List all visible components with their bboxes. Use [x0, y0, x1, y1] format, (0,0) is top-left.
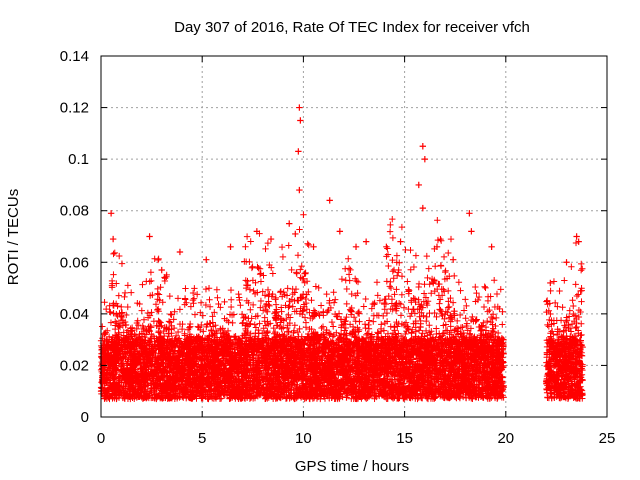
x-tick-label: 10	[295, 430, 312, 447]
y-tick-label: 0.08	[60, 203, 89, 220]
chart-title: Day 307 of 2016, Rate Of TEC Index for r…	[174, 19, 530, 36]
x-axis-label: GPS time / hours	[295, 458, 409, 475]
y-tick-label: 0.12	[60, 100, 89, 117]
data-point	[227, 243, 234, 251]
data-point	[292, 230, 299, 238]
axis-ticks	[100, 55, 608, 418]
data-point	[109, 235, 117, 243]
data-point	[352, 243, 360, 251]
y-tick-label: 0.06	[60, 254, 89, 271]
data-point	[203, 256, 210, 263]
y-tick-label: 0.04	[60, 306, 89, 323]
data-point	[286, 220, 293, 227]
data-point	[146, 233, 153, 240]
data-point	[488, 243, 495, 251]
data-point	[397, 238, 404, 245]
data-point	[466, 210, 473, 217]
data-point	[310, 243, 317, 251]
y-tick-label: 0.1	[68, 151, 89, 168]
data-point	[449, 256, 457, 263]
data-point	[575, 238, 582, 245]
data-point	[295, 148, 302, 155]
grid-lines	[101, 56, 607, 417]
data-point	[547, 279, 554, 287]
x-tick-label: 5	[198, 430, 206, 447]
data-point	[267, 235, 275, 243]
data-point	[433, 243, 441, 251]
x-tick-label: 20	[497, 430, 514, 447]
y-axis-label: ROTI / TECUs	[5, 189, 22, 285]
data-point	[176, 248, 184, 256]
data-points	[97, 104, 586, 403]
y-tick-label: 0.02	[60, 357, 89, 374]
x-tick-label: 15	[396, 430, 413, 447]
x-tick-labels: 0 5 10 15 20 25	[97, 430, 616, 447]
x-tick-label: 0	[97, 430, 105, 447]
data-point	[419, 143, 427, 150]
data-point	[253, 228, 261, 235]
data-point	[297, 117, 304, 124]
y-tick-label: 0	[81, 409, 89, 426]
data-point	[415, 181, 422, 189]
data-point	[326, 197, 333, 204]
data-point	[296, 104, 303, 111]
data-point	[468, 228, 475, 235]
data-point	[573, 233, 580, 240]
plot-frame	[100, 55, 608, 418]
y-tick-labels: 0 0.02 0.04 0.06 0.08 0.1 0.12 0.14	[60, 48, 89, 426]
data-point	[158, 266, 165, 274]
data-point	[336, 228, 344, 235]
roti-point-cloud	[97, 211, 586, 403]
data-point	[107, 210, 115, 217]
data-point	[383, 243, 390, 251]
x-tick-label: 25	[599, 430, 616, 447]
data-point	[421, 155, 429, 163]
data-point	[362, 238, 370, 245]
data-point	[296, 186, 303, 194]
data-point	[419, 204, 427, 212]
y-tick-label: 0.14	[60, 48, 89, 65]
data-point	[563, 259, 570, 266]
